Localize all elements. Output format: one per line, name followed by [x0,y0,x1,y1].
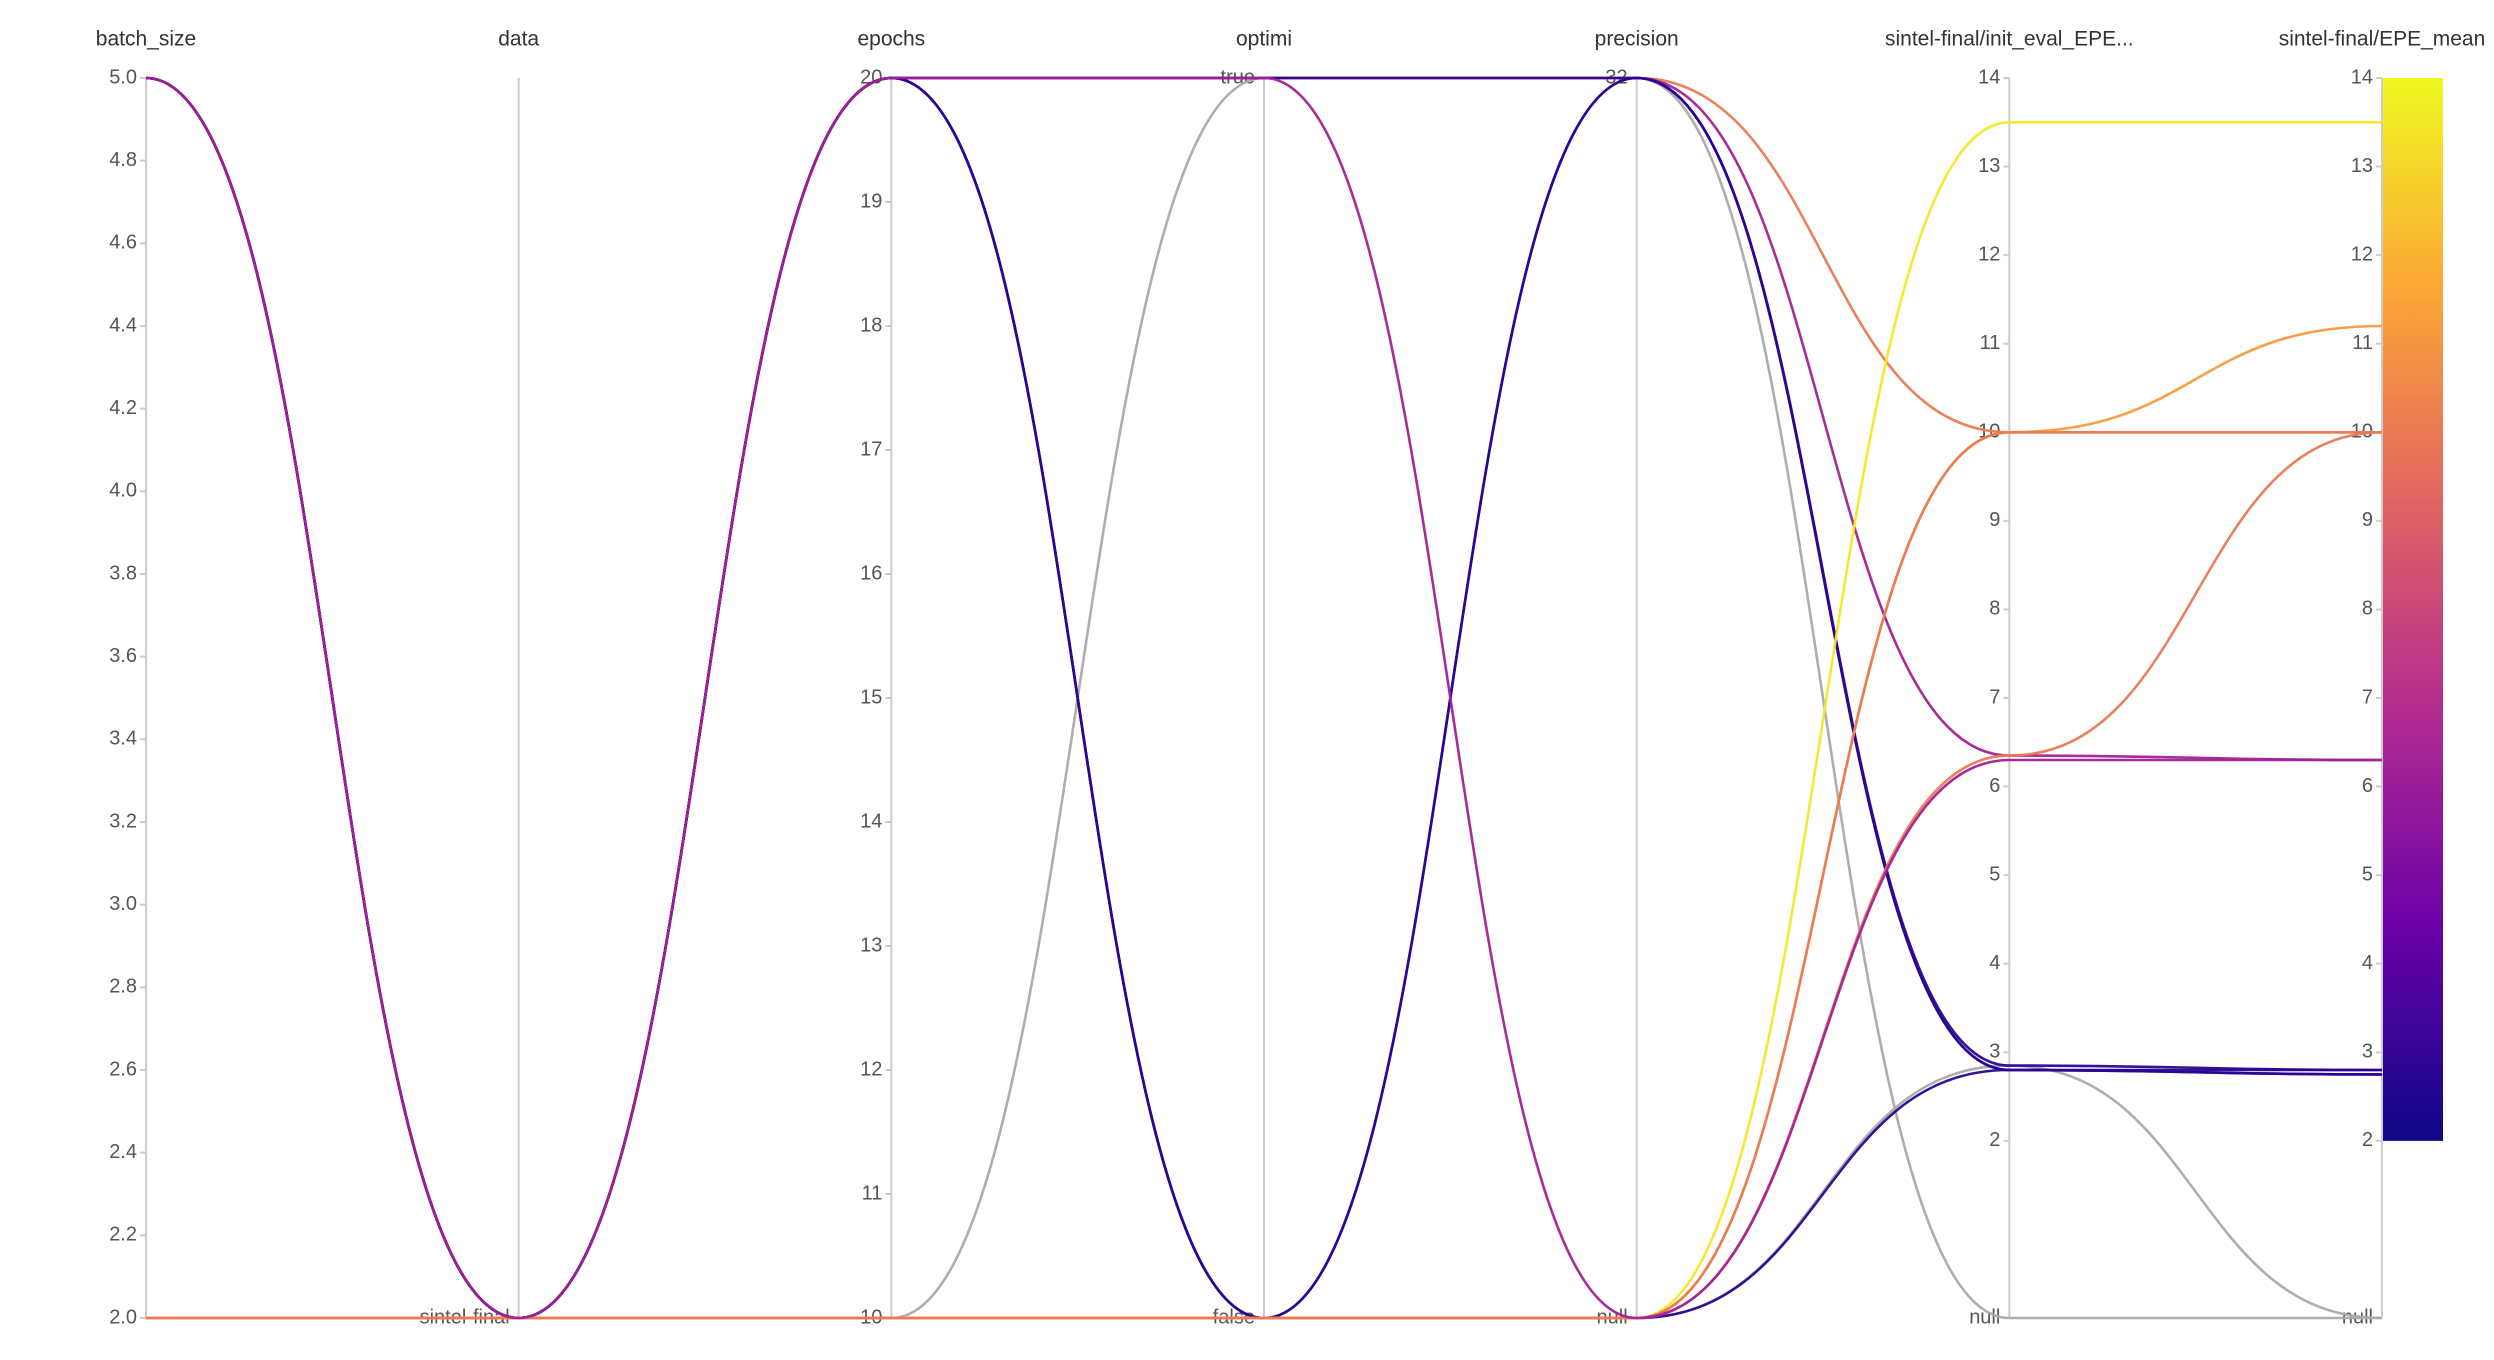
axis-title: data [498,28,539,51]
tick-label: 2.8 [109,976,137,998]
tick-label: 5 [1989,863,2000,885]
tick-label: 14 [2351,66,2373,88]
tick-label: 2.4 [109,1141,137,1163]
axis-title: sintel-final/EPE_mean [2279,28,2486,51]
tick-label: 17 [860,438,882,460]
tick-label: 4 [2362,952,2373,974]
tick-label: 13 [2351,155,2373,177]
tick-label: 19 [860,190,882,212]
null-label: null [1969,1306,2000,1328]
axis-title: precision [1595,28,1679,51]
colorbar [2382,78,2443,1141]
tick-label: 5 [2362,863,2373,885]
tick-label: 3.4 [109,728,137,750]
tick-label: 4.8 [109,149,137,171]
tick-label: 2.2 [109,1224,137,1246]
tick-label: 8 [2362,598,2373,620]
runs [145,76,2383,1320]
tick-label: 12 [1978,243,2000,265]
axis-title: sintel-final/init_eval_EPE... [1885,28,2134,51]
tick-label: 3 [2362,1041,2373,1063]
tick-label: 7 [2362,686,2373,708]
tick-label: 4 [1989,952,2000,974]
tick-label: 6 [1989,775,2000,797]
tick-label: 9 [1989,509,2000,531]
tick-label: 12 [860,1058,882,1080]
tick-label: 18 [860,314,882,336]
tick-label: 11 [862,1182,883,1204]
tick-label: 2.0 [109,1306,137,1328]
tick-label: 3.8 [109,562,137,584]
tick-label: 12 [2351,243,2373,265]
tick-label: 13 [1978,155,2000,177]
tick-label: 14 [860,810,882,832]
tick-label: 3.2 [109,810,137,832]
tick-label: 3.6 [109,645,137,667]
tick-label: 20 [860,66,882,88]
run-line [145,76,2382,1320]
tick-label: 2 [1989,1129,2000,1151]
axis-title: batch_size [96,28,196,51]
tick-label: 11 [2352,332,2373,354]
tick-label: 3 [1989,1041,2000,1063]
run-line [145,430,2382,1320]
tick-label: 3.0 [109,893,137,915]
tick-label: 5.0 [109,66,137,88]
tick-label: 2.6 [109,1058,137,1080]
tick-label: 13 [860,934,882,956]
tick-label: 9 [2362,509,2373,531]
tick-label: 4.2 [109,397,137,419]
tick-label: 7 [1989,686,2000,708]
tick-label: 14 [1978,66,2000,88]
axis-title: epochs [857,28,925,51]
tick-label: 11 [1980,332,2001,354]
tick-label: 16 [860,562,882,584]
tick-label: 4.6 [109,232,137,254]
axis-title: optimi [1236,28,1292,51]
tick-label: 4.4 [109,314,137,336]
tick-label: 2 [2362,1129,2373,1151]
tick-label: 15 [860,686,882,708]
tick-label: 6 [2362,775,2373,797]
tick-label: 8 [1989,598,2000,620]
tick-label: 4.0 [109,480,137,502]
